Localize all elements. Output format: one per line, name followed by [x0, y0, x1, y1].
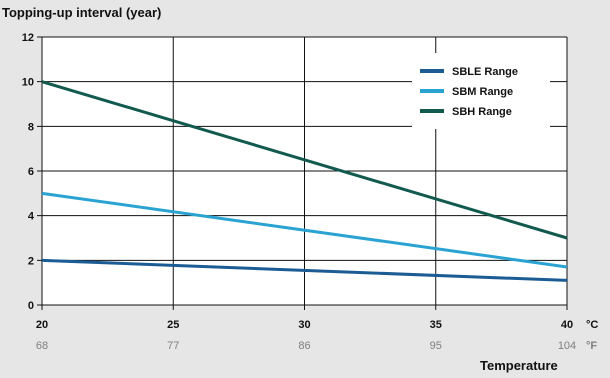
- y-tick-label: 6: [28, 166, 34, 178]
- series-line: [41, 258, 568, 282]
- x-tick-label-celsius: 40: [561, 319, 573, 331]
- legend-label: SBLE Range: [452, 66, 518, 78]
- x-tick-label-fahrenheit: 104: [558, 340, 576, 352]
- y-tick-label: 12: [22, 32, 34, 44]
- y-tick-label: 4: [28, 211, 35, 223]
- x-tick-label-fahrenheit: 86: [298, 340, 310, 352]
- x-axis-title: Temperature: [480, 358, 558, 373]
- x-tick-label-fahrenheit: 77: [167, 340, 179, 352]
- x-tick-label-fahrenheit: 95: [430, 340, 442, 352]
- series-line: [41, 191, 568, 269]
- x-tick-label-fahrenheit: 68: [36, 340, 48, 352]
- x-tick-label-celsius: 20: [36, 319, 48, 331]
- legend-label: SBM Range: [452, 86, 513, 98]
- x-tick-label-celsius: 35: [430, 319, 442, 331]
- y-tick-label: 2: [28, 255, 34, 267]
- legend-label: SBH Range: [452, 106, 512, 118]
- y-tick-label: 0: [28, 300, 34, 312]
- series-line: [41, 80, 568, 240]
- y-tick-label: 8: [28, 121, 34, 133]
- y-tick-label: 10: [22, 77, 34, 89]
- x-unit-celsius: °C: [586, 319, 598, 331]
- x-unit-fahrenheit: °F: [586, 340, 597, 352]
- y-axis-title: Topping-up interval (year): [2, 5, 162, 20]
- x-tick-label-celsius: 25: [167, 319, 179, 331]
- x-tick-label-celsius: 30: [298, 319, 310, 331]
